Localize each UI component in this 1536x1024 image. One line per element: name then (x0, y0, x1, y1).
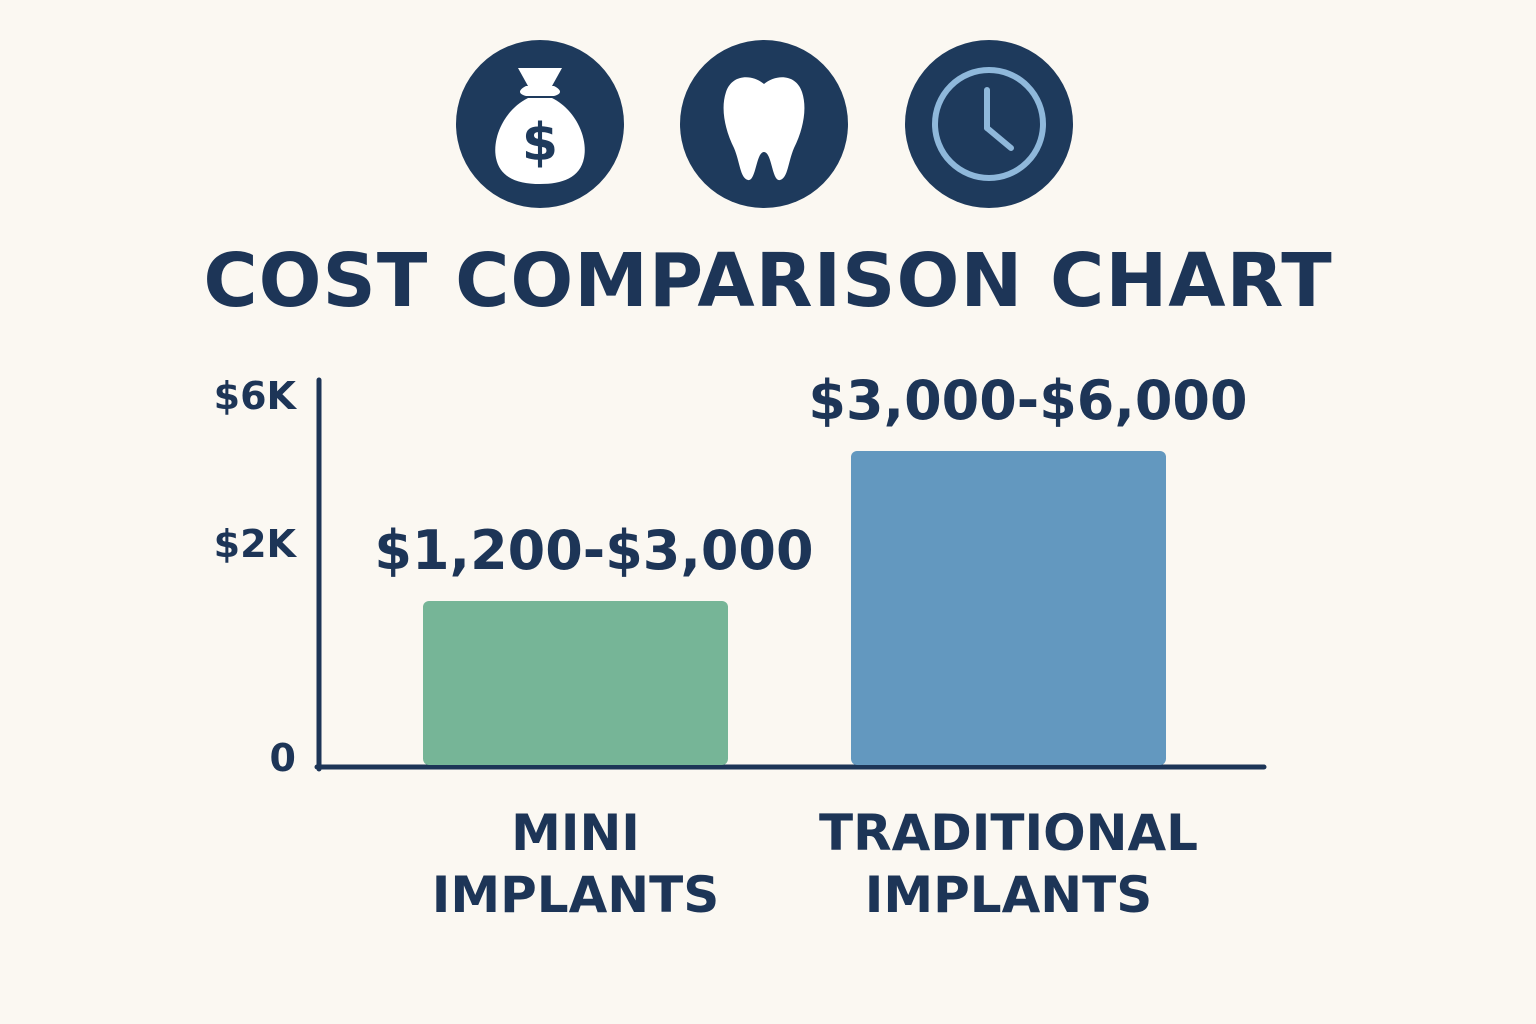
category-label: MINI (511, 804, 640, 862)
bar-value-label: $1,200-$3,000 (374, 519, 813, 582)
category-label: TRADITIONAL (819, 804, 1198, 862)
category-label: IMPLANTS (865, 866, 1153, 924)
bar-traditional-implants (851, 451, 1166, 765)
bar-mini-implants (423, 601, 728, 765)
svg-text:$: $ (522, 113, 558, 173)
y-tick-label: 0 (270, 736, 296, 780)
bar-value-label: $3,000-$6,000 (808, 369, 1247, 432)
category-label: IMPLANTS (432, 866, 720, 924)
tooth-icon (680, 40, 848, 208)
y-tick-label: $2K (214, 522, 298, 566)
clock-icon (905, 40, 1073, 208)
money-bag-icon: $ (456, 40, 624, 208)
y-tick-label: $6K (214, 374, 298, 418)
chart-title: COST COMPARISON CHART (203, 238, 1333, 324)
